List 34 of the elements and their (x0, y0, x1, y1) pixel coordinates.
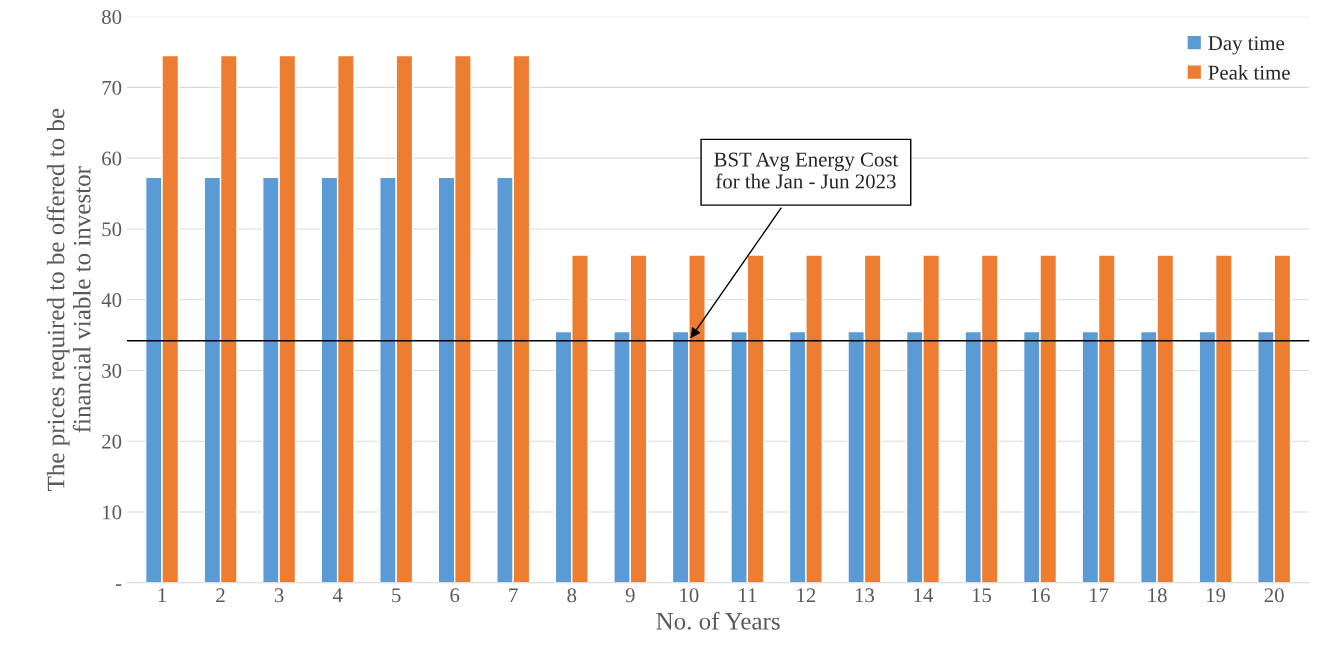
x-tick-label: 13 (855, 588, 875, 603)
legend-label: Day time (1208, 36, 1285, 55)
x-tick-label: 5 (392, 588, 401, 603)
y-tick-label: 20 (102, 434, 122, 449)
x-tick-label: 14 (914, 588, 934, 603)
x-tick-label: 11 (739, 588, 757, 603)
x-tick-label: 8 (567, 588, 577, 603)
x-tick-label: 9 (625, 588, 635, 603)
x-tick-label: 7 (509, 588, 518, 603)
x-tick-label: 17 (1089, 588, 1109, 603)
x-tick-label: 15 (972, 588, 992, 603)
y-tick-label: 30 (102, 363, 122, 378)
x-tick-label: 20 (1264, 588, 1284, 603)
annotation: BST Avg Energy Cost for the Jan - Jun 2023 (714, 152, 899, 189)
x-tick-label: 3 (274, 588, 284, 603)
x-tick-label: 2 (216, 588, 225, 603)
y-tick-label: 40 (101, 293, 122, 308)
x-tick-label: 1 (158, 588, 166, 603)
x-tick-label: 10 (680, 588, 699, 603)
y-tick-label: 10 (103, 505, 122, 520)
x-tick-label: 19 (1207, 588, 1226, 603)
y-axis-title: The prices required to be offered to be financial viable to investor (46, 108, 91, 491)
y-tick-label: 80 (102, 10, 122, 25)
x-tick-label: 4 (332, 588, 343, 603)
x-axis-title: No. of Years (656, 611, 780, 630)
x-tick-label: 18 (1148, 588, 1167, 603)
legend-label: Peak time (1208, 65, 1290, 80)
x-tick-label: 12 (797, 588, 816, 603)
y-tick-label: 60 (102, 151, 122, 166)
y-tick-label: 50 (102, 222, 122, 237)
x-tick-label: 6 (450, 588, 460, 603)
y-tick-label: - (115, 584, 122, 586)
y-tick-label: 70 (102, 80, 122, 95)
x-tick-label: 16 (1031, 588, 1050, 603)
